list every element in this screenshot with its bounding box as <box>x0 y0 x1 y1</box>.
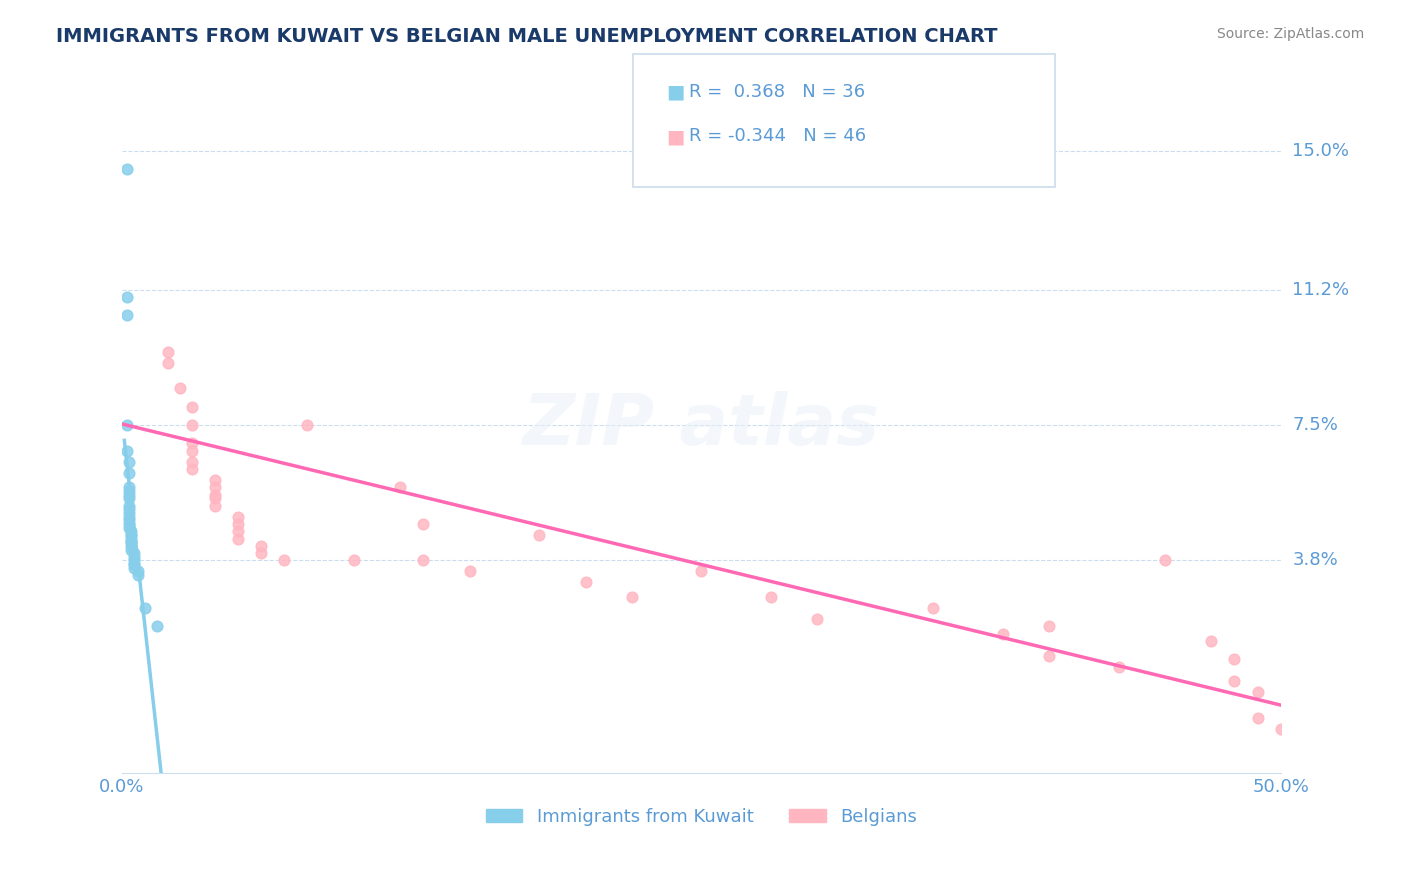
Point <box>574 575 596 590</box>
Point <box>118 502 141 516</box>
Point <box>1201 634 1223 648</box>
Point <box>115 443 138 458</box>
Point <box>204 473 226 487</box>
Point <box>1038 648 1060 663</box>
Point <box>204 488 226 502</box>
Point <box>118 520 141 534</box>
Point <box>118 455 141 469</box>
Point <box>1108 659 1130 673</box>
Point <box>118 483 141 498</box>
Text: R = -0.344   N = 46: R = -0.344 N = 46 <box>689 128 866 145</box>
Point <box>1246 685 1268 699</box>
Point <box>250 546 273 560</box>
Point <box>759 590 782 604</box>
Point <box>118 506 141 520</box>
Point <box>204 499 226 513</box>
Point <box>226 516 249 531</box>
Point <box>118 480 141 494</box>
Point <box>690 565 713 579</box>
Point <box>806 612 828 626</box>
Point <box>122 557 145 571</box>
Text: R =  0.368   N = 36: R = 0.368 N = 36 <box>689 83 865 101</box>
Text: ■: ■ <box>666 82 685 102</box>
Text: 11.2%: 11.2% <box>1292 281 1350 299</box>
Point <box>115 418 138 433</box>
Point <box>120 535 142 549</box>
Point <box>118 466 141 480</box>
Point <box>127 568 149 582</box>
Point <box>118 516 141 531</box>
Point <box>122 561 145 575</box>
Point <box>1154 553 1177 567</box>
Point <box>118 513 141 527</box>
Point <box>458 565 481 579</box>
Point <box>115 290 138 304</box>
Point <box>389 480 412 494</box>
Point <box>134 601 156 615</box>
Point <box>122 549 145 564</box>
Point <box>120 535 142 549</box>
Text: ■: ■ <box>666 127 685 146</box>
Point <box>180 443 202 458</box>
Point <box>120 542 142 557</box>
Point <box>118 488 141 502</box>
Point <box>250 539 273 553</box>
Point <box>122 553 145 567</box>
Point <box>1038 619 1060 633</box>
Point <box>1246 711 1268 725</box>
Point <box>118 499 141 513</box>
Text: Source: ZipAtlas.com: Source: ZipAtlas.com <box>1216 27 1364 41</box>
Point <box>120 528 142 542</box>
Point <box>127 565 149 579</box>
Point <box>115 161 138 176</box>
Point <box>273 553 295 567</box>
Point <box>226 509 249 524</box>
Text: 3.8%: 3.8% <box>1292 551 1339 569</box>
Point <box>157 345 180 359</box>
Point <box>226 524 249 539</box>
Point <box>297 418 319 433</box>
Point <box>120 539 142 553</box>
Point <box>226 532 249 546</box>
Point <box>180 436 202 450</box>
Point <box>120 532 142 546</box>
Point <box>115 308 138 322</box>
Point <box>343 553 366 567</box>
Text: 15.0%: 15.0% <box>1292 142 1350 160</box>
Point <box>204 480 226 494</box>
Point <box>412 516 434 531</box>
Point <box>180 400 202 414</box>
Point <box>412 553 434 567</box>
Point <box>169 382 191 396</box>
Text: IMMIGRANTS FROM KUWAIT VS BELGIAN MALE UNEMPLOYMENT CORRELATION CHART: IMMIGRANTS FROM KUWAIT VS BELGIAN MALE U… <box>56 27 998 45</box>
Point <box>180 418 202 433</box>
Point <box>118 509 141 524</box>
Point <box>204 491 226 506</box>
Point <box>1270 722 1292 736</box>
Point <box>180 455 202 469</box>
Point <box>120 524 142 539</box>
Legend: Immigrants from Kuwait, Belgians: Immigrants from Kuwait, Belgians <box>479 801 924 833</box>
Point <box>118 491 141 506</box>
Point <box>527 528 550 542</box>
Point <box>180 462 202 476</box>
Text: ZIP atlas: ZIP atlas <box>523 391 880 459</box>
Point <box>122 546 145 560</box>
Point <box>620 590 643 604</box>
Point <box>1223 652 1246 666</box>
Point <box>122 557 145 571</box>
Point <box>1223 674 1246 689</box>
Point <box>991 626 1014 640</box>
Point <box>120 528 142 542</box>
Point <box>922 601 945 615</box>
Text: 7.5%: 7.5% <box>1292 416 1339 434</box>
Point <box>157 356 180 370</box>
Point <box>146 619 169 633</box>
